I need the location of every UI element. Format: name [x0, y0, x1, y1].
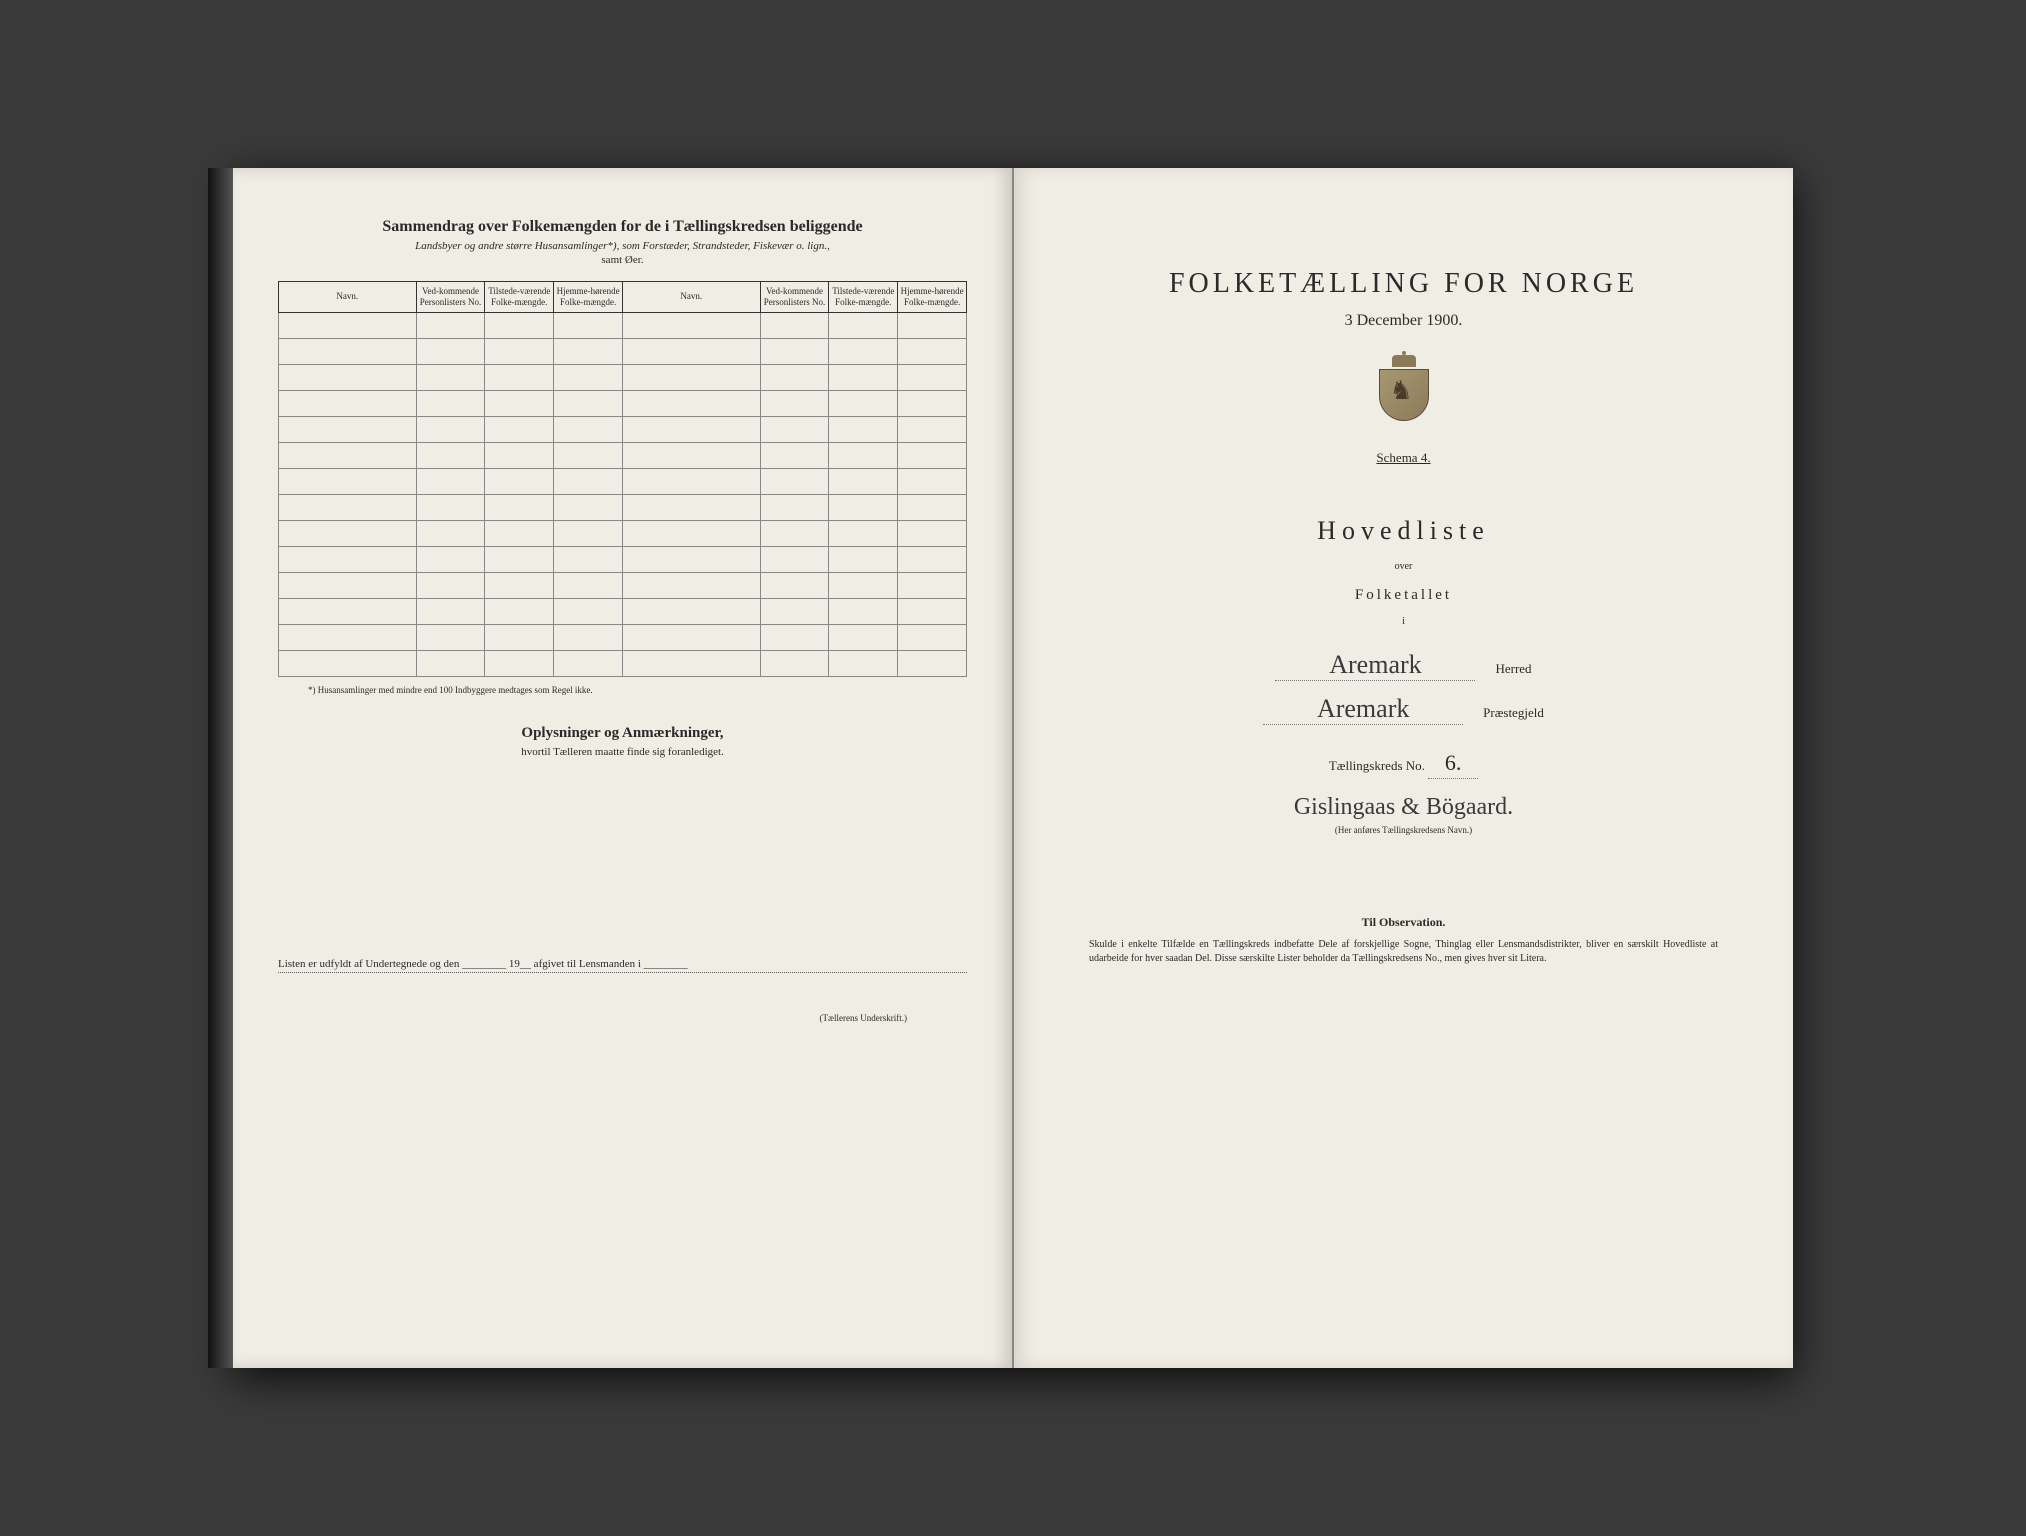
th-vedkommende-2: Ved-kommende Personlisters No.: [760, 282, 829, 313]
herred-label: Herred: [1495, 661, 1531, 677]
folketallet-label: Folketallet: [1059, 587, 1748, 604]
spine-shadow: [208, 168, 233, 1368]
th-tilstede-2: Tilstede-værende Folke-mængde.: [829, 282, 898, 313]
remarks-title: Oplysninger og Anmærkninger,: [278, 725, 967, 742]
table-row: [279, 624, 967, 650]
footnote: *) Husansamlinger med mindre end 100 Ind…: [308, 685, 967, 695]
coat-of-arms-icon: ♞: [1376, 355, 1431, 420]
schema-label: Schema 4.: [1059, 450, 1748, 466]
summary-table: Navn. Ved-kommende Personlisters No. Til…: [278, 281, 967, 677]
th-navn-2: Navn.: [623, 282, 761, 313]
table-row: [279, 546, 967, 572]
table-body: [279, 312, 967, 676]
kreds-label: Tællingskreds No.: [1329, 758, 1425, 773]
census-date: 3 December 1900.: [1059, 312, 1748, 330]
herred-value: Aremark: [1275, 652, 1475, 681]
signature-line: Listen er udfyldt af Undertegnede og den…: [278, 958, 967, 973]
th-navn-1: Navn.: [279, 282, 417, 313]
kreds-number: 6.: [1428, 750, 1478, 779]
th-hjemme-1: Hjemme-hørende Folke-mængde.: [554, 282, 623, 313]
herred-row: Aremark Herred: [1059, 652, 1748, 681]
left-page: Sammendrag over Folkemængden for de i Tæ…: [233, 168, 1014, 1368]
table-row: [279, 364, 967, 390]
over-label: over: [1059, 561, 1748, 572]
table-row: [279, 572, 967, 598]
right-page: FOLKETÆLLING FOR NORGE 3 December 1900. …: [1014, 168, 1793, 1368]
table-row: [279, 468, 967, 494]
table-row: [279, 416, 967, 442]
signature-caption: (Tællerens Underskrift.): [278, 1013, 907, 1023]
i-label: i: [1059, 616, 1748, 627]
observation-text: Skulde i enkelte Tilfælde en Tællingskre…: [1059, 938, 1748, 966]
praestegjeld-label: Præstegjeld: [1483, 705, 1544, 721]
th-vedkommende-1: Ved-kommende Personlisters No.: [416, 282, 485, 313]
table-row: [279, 442, 967, 468]
th-tilstede-1: Tilstede-værende Folke-mængde.: [485, 282, 554, 313]
table-row: [279, 338, 967, 364]
remarks-sub: hvortil Tælleren maatte finde sig foranl…: [278, 746, 967, 758]
left-subtitle: Landsbyer og andre større Husansamlinger…: [278, 240, 967, 252]
left-title: Sammendrag over Folkemængden for de i Tæ…: [278, 218, 967, 236]
table-row: [279, 312, 967, 338]
th-hjemme-2: Hjemme-hørende Folke-mængde.: [898, 282, 967, 313]
table-row: [279, 390, 967, 416]
kreds-name-caption: (Her anføres Tællingskredsens Navn.): [1059, 825, 1748, 835]
table-row: [279, 650, 967, 676]
kreds-name: Gislingaas & Bögaard.: [1059, 794, 1748, 821]
observation-title: Til Observation.: [1059, 915, 1748, 930]
book-spread: Sammendrag over Folkemængden for de i Tæ…: [233, 168, 1793, 1368]
table-row: [279, 598, 967, 624]
table-row: [279, 494, 967, 520]
hovedliste-heading: Hovedliste: [1059, 516, 1748, 546]
table-row: [279, 520, 967, 546]
census-title: FOLKETÆLLING FOR NORGE: [1059, 268, 1748, 300]
kreds-row: Tællingskreds No. 6.: [1059, 750, 1748, 779]
praestegjeld-value: Aremark: [1263, 696, 1463, 725]
praestegjeld-row: Aremark Præstegjeld: [1059, 696, 1748, 725]
left-subtitle2: samt Øer.: [278, 254, 967, 266]
